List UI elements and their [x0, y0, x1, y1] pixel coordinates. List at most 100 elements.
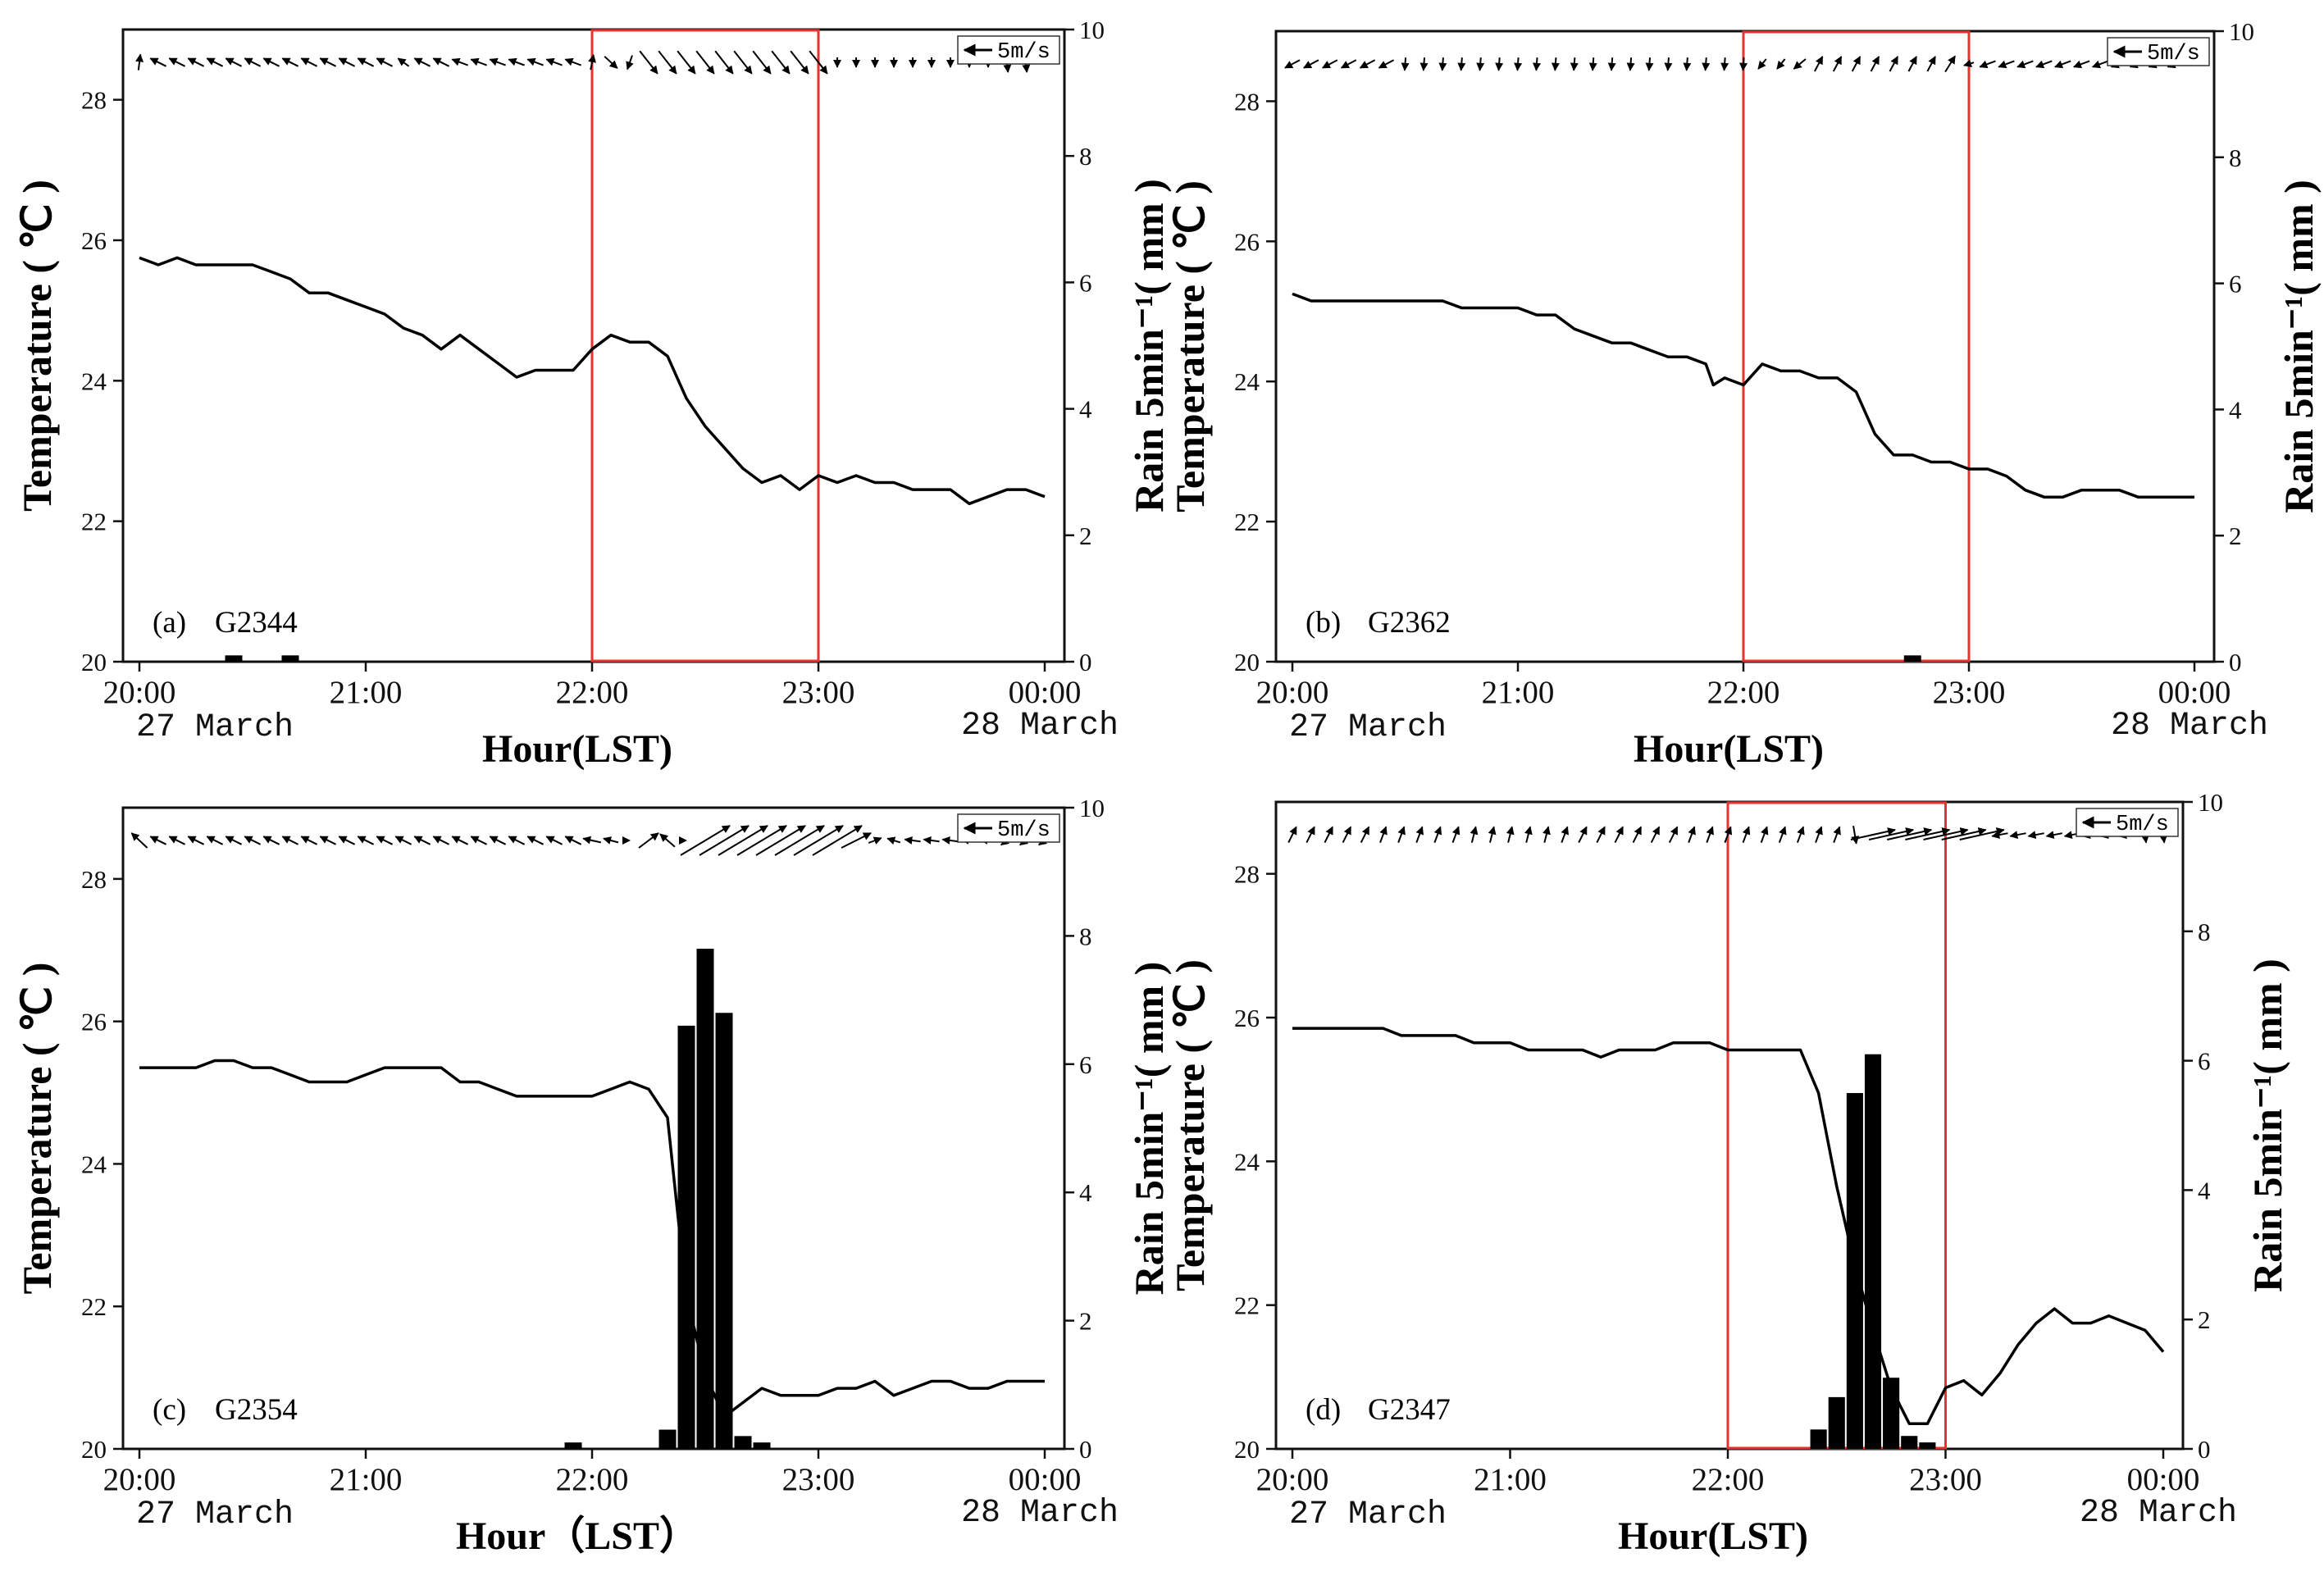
wind-vector — [1650, 826, 1661, 844]
wind-vector — [1796, 826, 1805, 843]
y-right-tick-label: 10 — [2198, 788, 2223, 817]
x-tick-label: 23:00 — [1933, 675, 2006, 710]
panel-label: (a) — [153, 606, 186, 640]
y-left-tick-label: 28 — [81, 865, 107, 894]
wind-vector — [1776, 58, 1786, 70]
wind-reference-box — [957, 813, 1060, 843]
date-end-label: 28 March — [961, 708, 1119, 745]
x-axis-label: Hour（LST） — [456, 1514, 699, 1558]
wind-vector — [1284, 59, 1301, 69]
y-right-tick-label: 0 — [1079, 1435, 1092, 1464]
rain-bar — [696, 949, 714, 1449]
wind-vector — [397, 57, 410, 67]
x-tick-label: 21:00 — [330, 1462, 403, 1497]
rain-bar — [1810, 1429, 1827, 1449]
date-start-label: 27 March — [1289, 709, 1447, 746]
y-right-tick-label: 2 — [2229, 522, 2242, 550]
y-left-tick-label: 26 — [81, 226, 107, 255]
x-tick-label: 00:00 — [1009, 675, 1082, 710]
y-right-tick-label: 8 — [1079, 922, 1092, 950]
wind-vector — [130, 832, 148, 849]
date-start-label: 27 March — [136, 709, 294, 746]
x-tick-label: 20:00 — [1256, 1462, 1329, 1497]
wind-vector — [1551, 57, 1560, 71]
date-start-label: 27 March — [1289, 1496, 1447, 1533]
wind-vector — [1757, 58, 1767, 70]
wind-vector — [774, 825, 825, 856]
wind-vector — [1944, 55, 1956, 73]
wind-vector — [432, 57, 450, 67]
wind-vector — [603, 836, 619, 845]
wind-vector — [526, 57, 544, 66]
wind-vector — [1533, 57, 1541, 71]
x-tick-label: 00:00 — [1009, 1462, 1082, 1497]
wind-vector — [1321, 59, 1338, 69]
wind-vector — [413, 57, 431, 67]
x-tick-label: 22:00 — [1707, 675, 1780, 710]
wind-vector — [489, 836, 507, 845]
x-tick-label: 22:00 — [556, 675, 629, 710]
wind-vector — [1378, 59, 1395, 69]
wind-vector — [1476, 57, 1485, 71]
wind-vector — [357, 57, 375, 67]
rain-bar — [734, 1436, 752, 1449]
wind-vector — [1470, 826, 1479, 843]
wind-vector — [1360, 826, 1370, 844]
date-start-label: 27 March — [136, 1496, 294, 1533]
plot-frame — [121, 806, 1066, 1451]
wind-vector — [1664, 57, 1673, 71]
wind-vector — [2091, 60, 2109, 69]
wind-vector — [771, 50, 791, 75]
y-left-tick-label: 26 — [1234, 227, 1260, 256]
wind-vector — [923, 836, 940, 845]
wind-vector — [376, 57, 394, 67]
wind-vector — [1524, 826, 1533, 843]
y-right-tick-label: 10 — [2229, 17, 2254, 46]
wind-vector — [677, 50, 696, 75]
wind-vector — [526, 836, 545, 845]
wind-vector — [489, 57, 506, 66]
x-tick-label: 21:00 — [1482, 675, 1555, 710]
wind-vector — [1851, 56, 1861, 72]
y-right-tick-label: 4 — [2229, 395, 2242, 424]
wind-vector — [338, 57, 356, 67]
wind-vector — [545, 836, 563, 845]
y-left-tick-label: 24 — [81, 367, 107, 395]
y-right-tick-label: 4 — [2198, 1176, 2211, 1205]
wind-vector — [1578, 826, 1588, 844]
wind-vector — [1887, 827, 1933, 840]
y-left-tick-label: 22 — [1234, 508, 1260, 536]
y-left-axis-label: Temperature ( ℃ ) — [1167, 180, 1213, 512]
y-right-tick-label: 0 — [2198, 1435, 2211, 1464]
y-right-tick-label: 6 — [1079, 1050, 1092, 1079]
date-end-label: 28 March — [2080, 1495, 2237, 1532]
highlight-window — [1742, 30, 1971, 663]
wind-vector — [2027, 831, 2044, 840]
y-right-tick-label: 10 — [1079, 16, 1105, 44]
wind-vector — [755, 825, 806, 856]
wind-vector — [2054, 60, 2071, 69]
wind-vector — [1742, 826, 1751, 843]
wind-vector — [1870, 56, 1880, 72]
x-tick-label: 00:00 — [2158, 675, 2231, 710]
wind-vector — [2072, 60, 2090, 69]
wind-vector — [135, 53, 144, 71]
wind-vector — [1415, 826, 1424, 843]
wind-vector — [545, 57, 563, 66]
y-right-tick-label: 0 — [1079, 648, 1092, 676]
wind-vector — [1979, 60, 1996, 69]
wind-vector — [300, 57, 318, 67]
wind-vector — [1706, 826, 1714, 843]
wind-reference-label: 5m/s — [2147, 42, 2200, 66]
rain-bar — [1903, 655, 1921, 662]
temperature-line — [1292, 292, 2194, 499]
wind-vector — [904, 836, 921, 845]
wind-vector — [1488, 826, 1497, 843]
wind-vector — [680, 825, 731, 856]
wind-vector — [941, 836, 959, 845]
wind-vector — [2016, 60, 2034, 69]
wind-vector — [338, 836, 356, 845]
wind-vector — [1287, 826, 1297, 844]
